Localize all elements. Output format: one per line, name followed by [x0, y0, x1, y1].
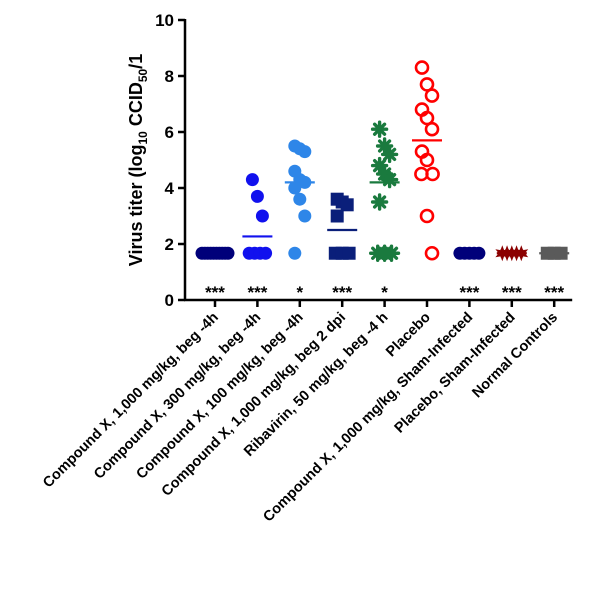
- data-point: [425, 166, 440, 182]
- significance-labels: *** *** * *** * *** *** ***: [205, 283, 564, 302]
- data-point: [293, 192, 307, 206]
- y-tick-label: 10: [155, 11, 174, 30]
- y-axis-label: Virus titer (log10 CCID50/1: [126, 54, 150, 266]
- significance-label: ***: [544, 283, 564, 302]
- data-point: [330, 209, 344, 223]
- mean-lines: [200, 139, 570, 255]
- data-point: [424, 88, 440, 103]
- y-tick-label: 6: [165, 123, 174, 142]
- data-point: [288, 181, 302, 195]
- data-point: [370, 193, 389, 211]
- significance-label: ***: [502, 283, 522, 302]
- data-point: [298, 209, 312, 223]
- data-point: [382, 244, 401, 262]
- data-point: [380, 145, 399, 164]
- data-point: [370, 156, 389, 175]
- y-tick-label: 4: [165, 179, 175, 198]
- data-point: [288, 246, 302, 260]
- data-point: [255, 209, 269, 223]
- significance-label: *: [296, 283, 303, 302]
- significance-label: ***: [459, 283, 479, 302]
- y-tick-label: 0: [165, 291, 174, 310]
- data-point: [245, 173, 259, 187]
- data-point: [419, 152, 435, 168]
- svg-text:Virus titer (log10 CCID50/1: Virus titer (log10 CCID50/1: [126, 54, 150, 266]
- data-point: [298, 145, 312, 159]
- data-point: [259, 246, 273, 260]
- data-point: [424, 245, 440, 261]
- data-marks: [195, 60, 568, 262]
- data-point: [342, 246, 356, 260]
- x-category-labels: Compound X, 1,000 mg/kg, beg -4hCompound…: [40, 309, 561, 525]
- axes: 0 2 4 6 8 10: [155, 11, 573, 310]
- data-point: [380, 170, 399, 189]
- data-point: [414, 60, 430, 75]
- category-label: Compound X, 300 mg/kg, beg -4h: [91, 310, 264, 483]
- category-label: Compound X, 100 mg/kg, beg -4h: [134, 310, 307, 483]
- data-point: [340, 198, 354, 212]
- significance-label: ***: [332, 283, 352, 302]
- significance-label: ***: [205, 283, 225, 302]
- significance-label: *: [381, 283, 388, 302]
- data-point: [424, 121, 440, 137]
- data-point: [250, 189, 264, 203]
- data-point: [375, 137, 394, 155]
- y-tick-label: 8: [165, 67, 174, 86]
- significance-label: ***: [247, 283, 267, 302]
- y-tick-label: 2: [165, 235, 174, 254]
- data-point: [370, 120, 389, 138]
- data-point: [419, 208, 435, 224]
